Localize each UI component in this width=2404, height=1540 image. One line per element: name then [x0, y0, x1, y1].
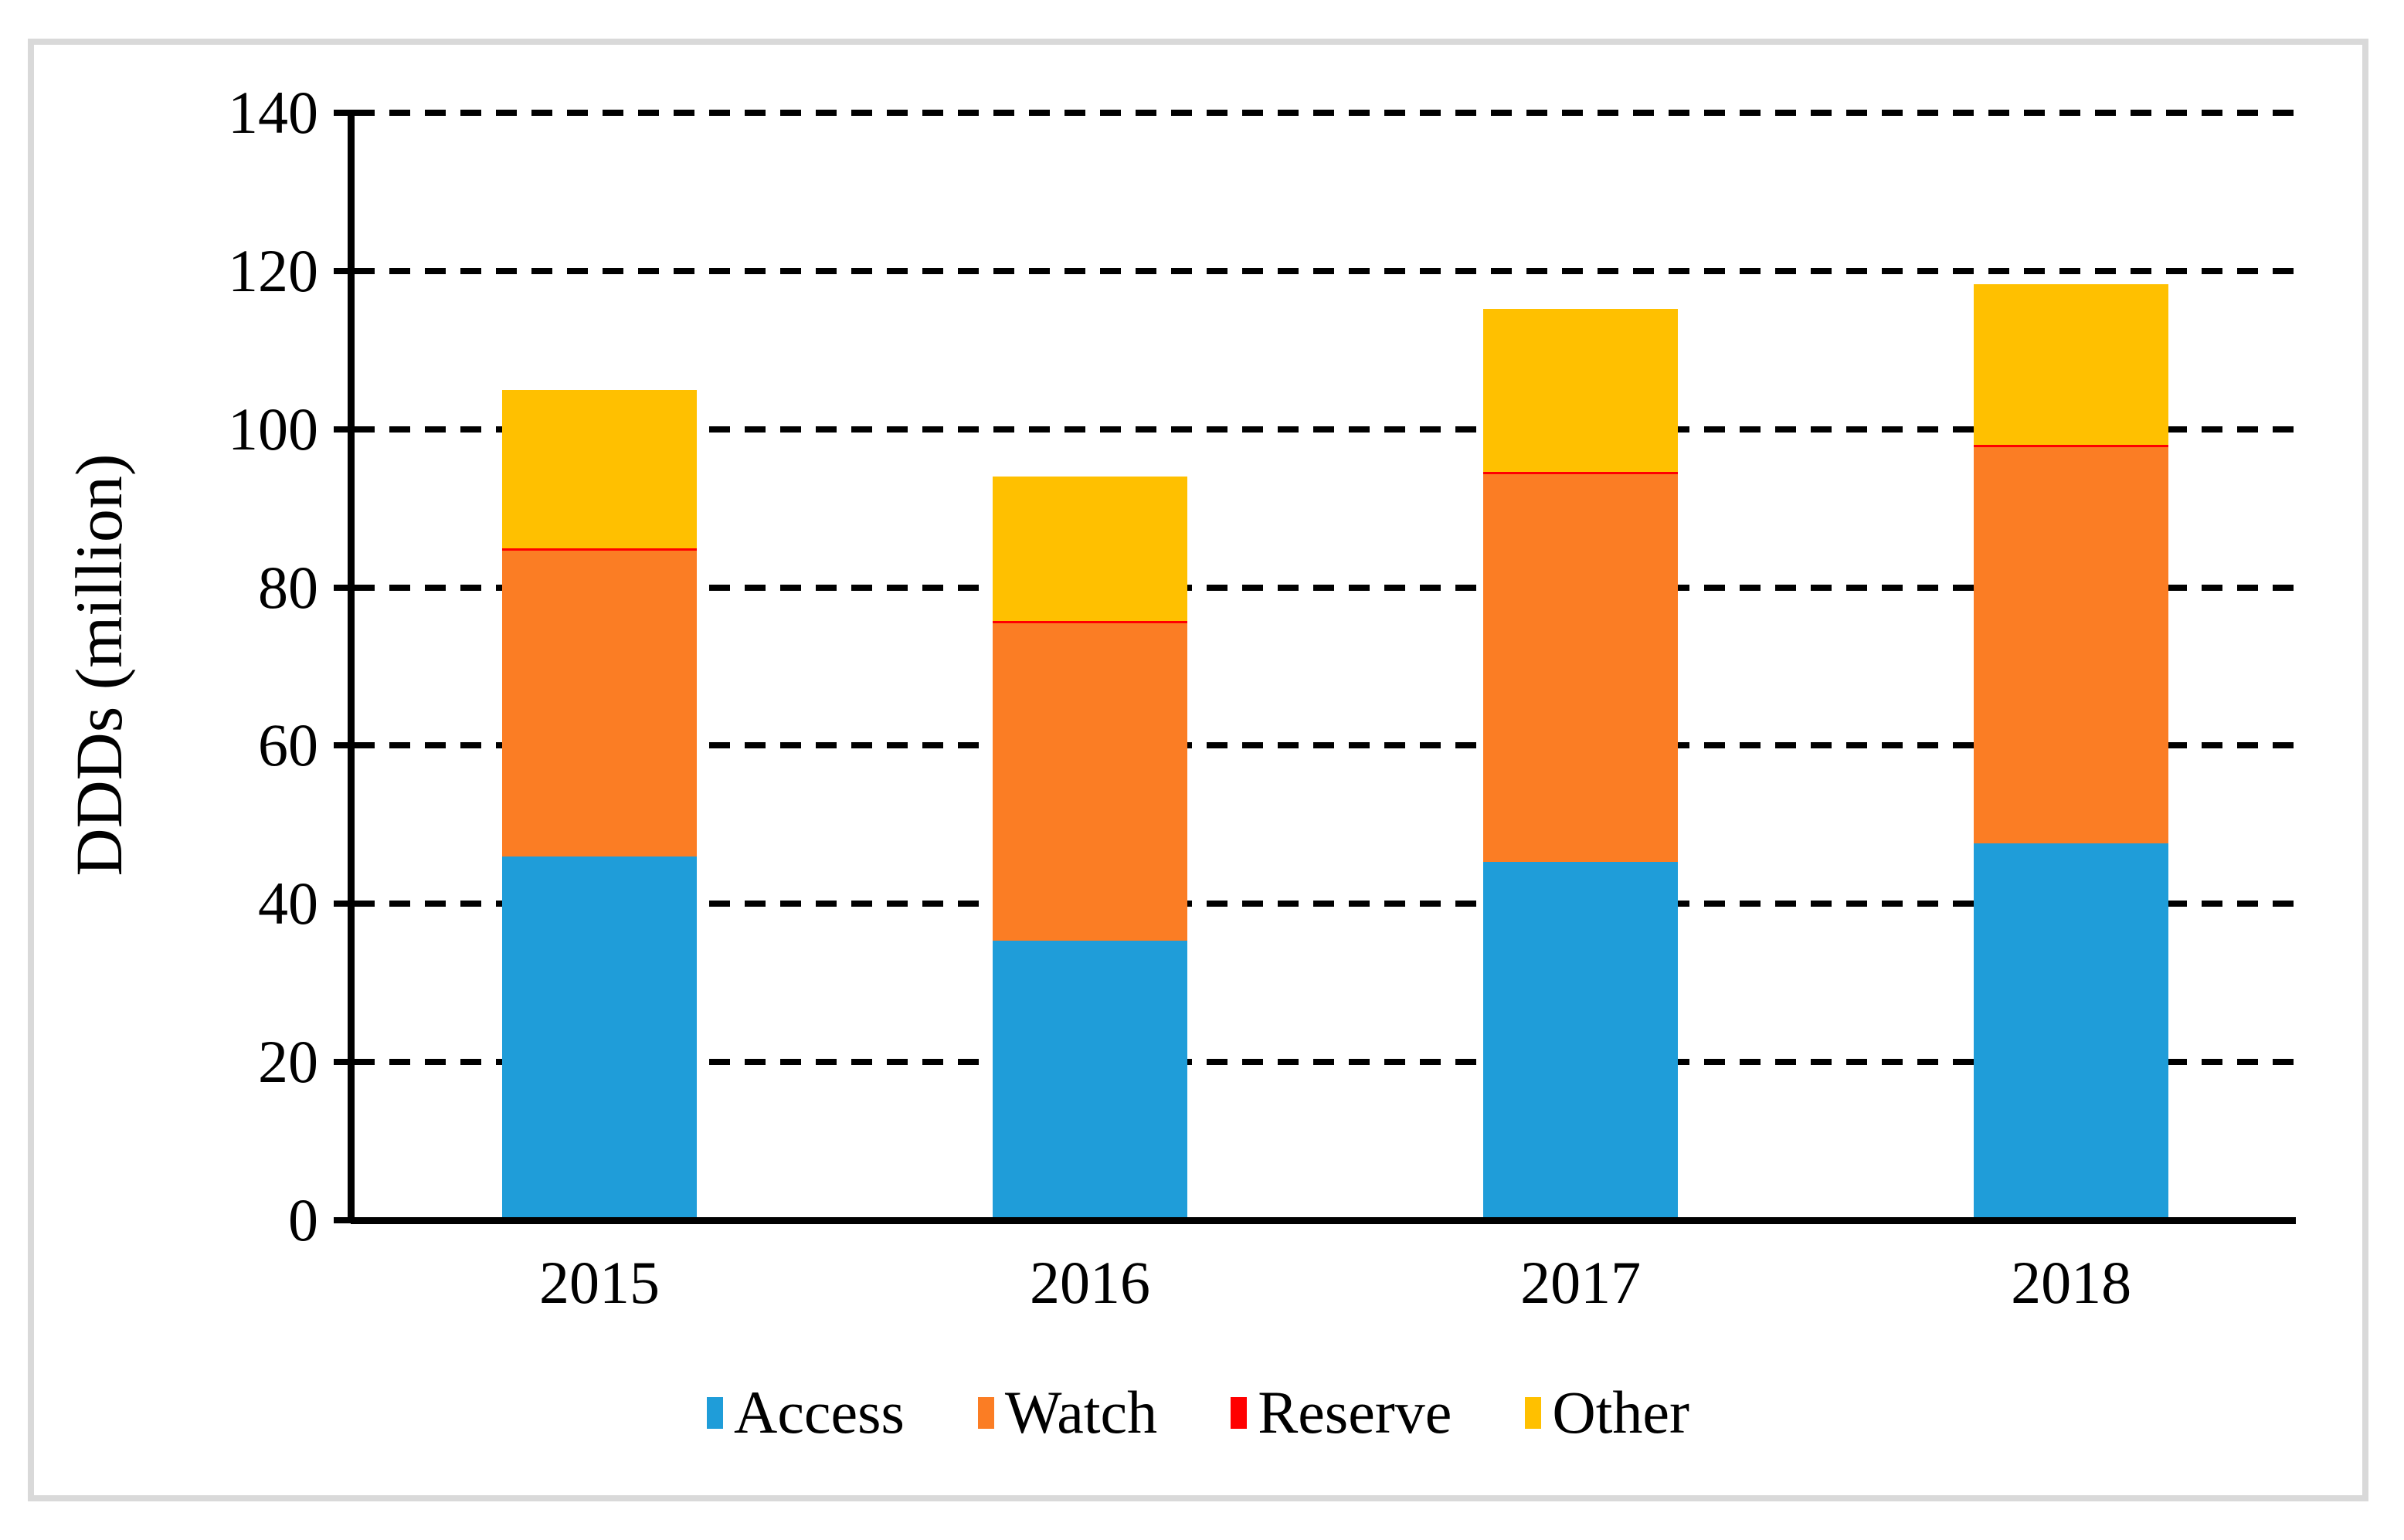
- y-tick-mark-0: [334, 1217, 354, 1223]
- bar-segment-2016-watch: [993, 622, 1188, 941]
- bar-2018: [1974, 113, 2169, 1220]
- legend-label-watch: Watch: [1004, 1379, 1158, 1446]
- bar-segment-2015-access: [502, 856, 698, 1220]
- gridline-80: [354, 584, 2296, 591]
- gridline-140: [354, 110, 2296, 116]
- legend-item-other: Other: [1525, 1382, 1689, 1443]
- y-tick-label-100: 100: [228, 395, 318, 463]
- bar-segment-2016-reserve: [993, 620, 1188, 623]
- gridline-60: [354, 742, 2296, 749]
- x-category-label-2016: 2016: [1030, 1249, 1151, 1316]
- legend: Access Watch Reserve Other: [28, 1382, 2368, 1443]
- gridline-120: [354, 267, 2296, 274]
- bar-segment-2018-reserve: [1974, 445, 2169, 448]
- legend-marker-other-icon: [1525, 1396, 1542, 1429]
- legend-label-reserve: Reserve: [1258, 1379, 1452, 1446]
- y-axis-title-text: DDDs (million): [62, 453, 136, 877]
- y-tick-mark-20: [334, 1059, 354, 1066]
- bar-2015: [502, 113, 698, 1220]
- y-tick-label-120: 120: [228, 236, 318, 304]
- y-tick-label-20: 20: [258, 1028, 318, 1096]
- x-category-label-2017: 2017: [1520, 1249, 1642, 1316]
- y-tick-label-40: 40: [258, 870, 318, 938]
- x-category-label-2015: 2015: [539, 1249, 660, 1316]
- bar-segment-2017-reserve: [1483, 472, 1679, 475]
- y-tick-label-60: 60: [258, 711, 318, 779]
- y-tick-mark-100: [334, 426, 354, 432]
- legend-marker-access-icon: [706, 1396, 723, 1429]
- legend-label-access: Access: [733, 1379, 905, 1446]
- legend-item-watch: Watch: [977, 1379, 1158, 1446]
- bar-2017: [1483, 113, 1679, 1220]
- bar-segment-2018-access: [1974, 843, 2169, 1220]
- legend-item-access: Access: [706, 1379, 905, 1446]
- bar-segment-2017-access: [1483, 862, 1679, 1220]
- legend-label-other: Other: [1552, 1379, 1690, 1446]
- bar-segment-2017-other: [1483, 309, 1679, 473]
- legend-marker-watch-icon: [977, 1396, 994, 1429]
- figure-border: [28, 39, 2368, 1501]
- bar-segment-2015-watch: [502, 551, 698, 856]
- y-tick-label-140: 140: [228, 79, 318, 146]
- y-tick-label-80: 80: [258, 553, 318, 621]
- bar-segment-2016-access: [993, 941, 1188, 1220]
- gridline-100: [354, 426, 2296, 432]
- y-tick-mark-120: [334, 267, 354, 274]
- bar-2016: [993, 113, 1188, 1220]
- gridline-20: [354, 1059, 2296, 1066]
- bar-segment-2017-watch: [1483, 474, 1679, 862]
- y-tick-label-0: 0: [288, 1186, 318, 1253]
- bar-segment-2016-other: [993, 477, 1188, 621]
- y-tick-mark-40: [334, 901, 354, 907]
- y-axis-line: [348, 110, 355, 1223]
- x-category-label-2018: 2018: [2011, 1249, 2132, 1316]
- legend-item-reserve: Reserve: [1231, 1382, 1452, 1443]
- y-tick-mark-60: [334, 742, 354, 749]
- y-tick-mark-140: [334, 110, 354, 116]
- bar-segment-2018-watch: [1974, 447, 2169, 844]
- bar-segment-2015-reserve: [502, 548, 698, 551]
- legend-marker-reserve-icon: [1231, 1396, 1248, 1429]
- bar-segment-2015-other: [502, 389, 698, 549]
- plot-area: [354, 113, 2296, 1220]
- y-tick-mark-80: [334, 584, 354, 591]
- bar-segment-2018-other: [1974, 284, 2169, 446]
- gridline-40: [354, 901, 2296, 907]
- x-axis-line: [351, 1217, 2296, 1224]
